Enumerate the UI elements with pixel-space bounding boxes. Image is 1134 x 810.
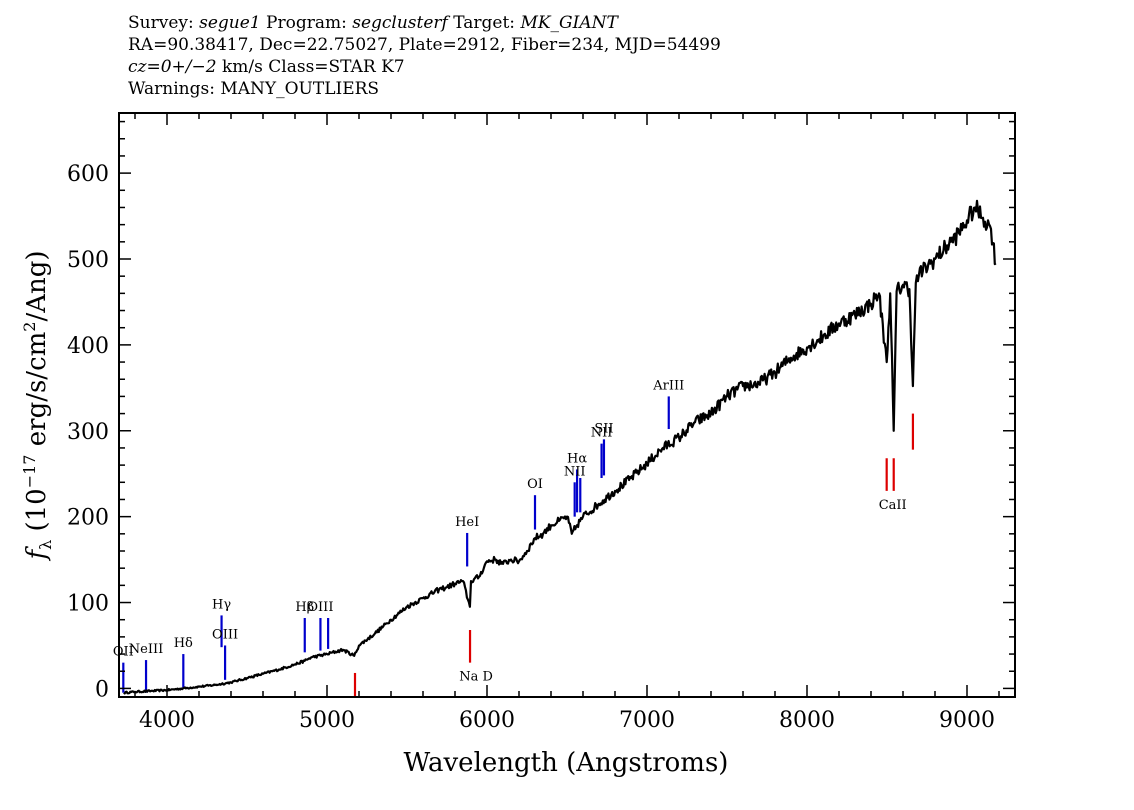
survey-value: segue1 (199, 13, 261, 33)
redshift-value: cz=0+/−2 (128, 57, 217, 77)
emission-line-label: NII (591, 426, 613, 441)
header-line-2: RA=90.38417, Dec=22.75027, Plate=2912, F… (128, 35, 721, 55)
program-key: Program: (266, 13, 347, 33)
emission-line-label: OI (527, 477, 543, 492)
y-tick-label: 300 (67, 420, 109, 445)
y-axis-label: fλ (10−17 erg/s/cm2/Ang) (20, 250, 55, 561)
emission-line-label: SII (594, 421, 613, 436)
emission-line-label: Hβ (295, 600, 314, 615)
target-value: MK_GIANT (520, 13, 618, 33)
absorption-line-label: CaII (879, 498, 907, 513)
y-tick-label: 400 (67, 334, 109, 359)
y-tick-label: 200 (67, 506, 109, 531)
spectrum-line (123, 199, 997, 695)
program-value: segclusterf (352, 13, 448, 33)
target-key: Target: (453, 13, 516, 33)
x-tick-label: 6000 (459, 708, 515, 733)
y-tick-label: 600 (67, 162, 109, 187)
x-tick-label: 8000 (779, 708, 835, 733)
emission-line-label: OII (113, 645, 134, 660)
x-tick-label: 4000 (139, 708, 195, 733)
emission-line-label: Hδ (174, 636, 193, 651)
emission-line-label: OIII (212, 627, 238, 642)
header-line-3: cz=0+/−2 km/s Class=STAR K7 (128, 56, 721, 78)
emission-line-label: OIII (307, 600, 333, 615)
emission-line-label: NeIII (129, 642, 163, 657)
emission-line-label: ArIII (652, 378, 684, 393)
x-tick-label: 9000 (939, 708, 995, 733)
emission-line-label: Hα (567, 451, 587, 466)
x-tick-label: 5000 (299, 708, 355, 733)
y-tick-label: 0 (95, 677, 109, 702)
spectrum-header: Survey: segue1 Program: segclusterf Targ… (128, 12, 721, 100)
survey-key: Survey: (128, 13, 194, 33)
absorption-line-label: Na D (459, 670, 493, 685)
emission-line-label: HeI (455, 515, 479, 530)
emission-line-label: Hγ (212, 597, 231, 612)
y-tick-label: 100 (67, 592, 109, 617)
class-text: km/s Class=STAR K7 (216, 57, 405, 77)
header-line-4: Warnings: MANY_OUTLIERS (128, 79, 380, 99)
y-tick-label: 500 (67, 248, 109, 273)
header-line-1: Survey: segue1 Program: segclusterf Targ… (128, 12, 721, 34)
emission-line-label: NII (564, 464, 586, 479)
x-axis-label: Wavelength (Angstroms) (404, 748, 729, 778)
x-tick-label: 7000 (619, 708, 675, 733)
plot-frame (118, 112, 1016, 698)
